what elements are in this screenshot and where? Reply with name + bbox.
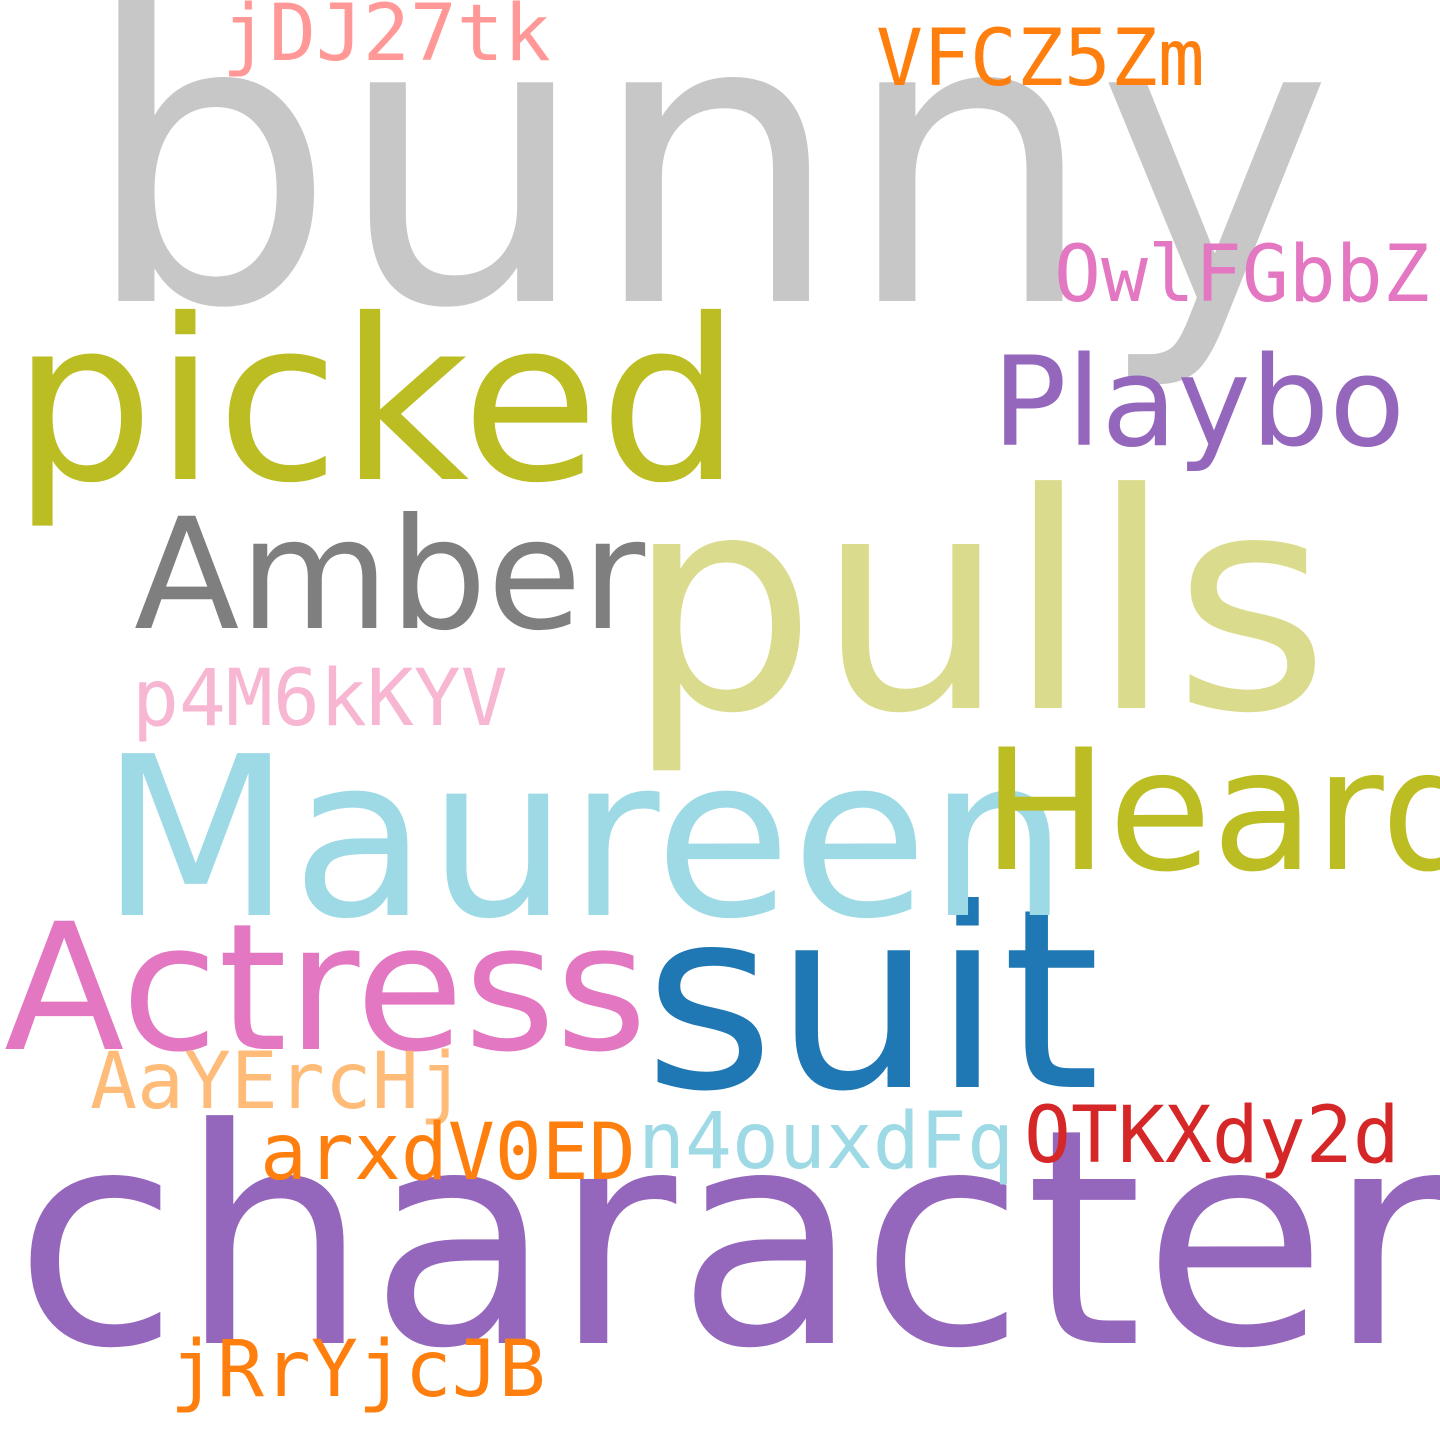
word-amber: Amber — [134, 486, 646, 665]
word-owlfgbbz: OwlFGbbZ — [1054, 230, 1430, 320]
word-otkxdy2d: OTKXdy2d — [1024, 1091, 1400, 1181]
word-arxdv0ed: arxdV0ED — [260, 1108, 636, 1198]
word-p4m6kkyv: p4M6kKYV — [132, 654, 508, 744]
word-actress: Actress — [4, 886, 648, 1091]
word-pulls: pulls — [626, 430, 1330, 779]
word-picked: picked — [12, 271, 742, 532]
word-maureen: Maureen — [100, 710, 1069, 968]
word-suit: suit — [644, 855, 1101, 1146]
word-heard: Heard — [982, 713, 1440, 909]
word-character: character — [14, 1065, 1440, 1414]
word-playbo: Playbo — [992, 331, 1406, 475]
word-vfcz5zm: VFCZ5Zm — [876, 14, 1205, 104]
word-jrryjcjb: jRrYjcJB — [170, 1325, 546, 1415]
word-jdj27tk: jDJ27tk — [222, 0, 551, 79]
word-n4ouxdfq: n4ouxdFq — [638, 1097, 1014, 1187]
word-bunny: bunny — [82, 0, 1334, 396]
word-aayerchj: AaYErcHj — [90, 1037, 466, 1127]
